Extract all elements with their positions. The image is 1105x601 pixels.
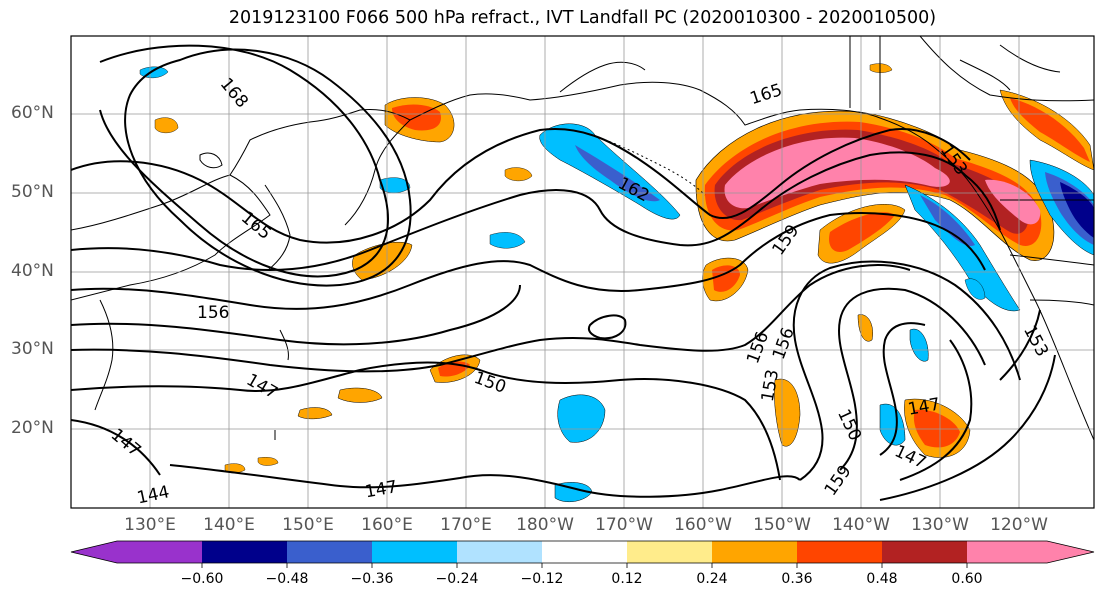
colorbar-tick-label: 0.60	[951, 571, 983, 587]
colorbar-tick-label: 0.12	[611, 571, 643, 587]
lon-label: 140°E	[203, 515, 255, 535]
colorbar-swatch	[287, 541, 372, 563]
map-title: 2019123100 F066 500 hPa refract., IVT La…	[228, 8, 937, 28]
lon-label: 150°E	[282, 515, 334, 535]
colorbar-swatch	[117, 541, 202, 563]
lon-label: 130°E	[124, 515, 176, 535]
lon-label: 160°E	[361, 515, 413, 535]
colorbar-swatch	[712, 541, 797, 563]
colorbar-swatch	[542, 541, 627, 563]
lat-label-30n: 30°N	[11, 339, 54, 359]
colorbar-swatch	[202, 541, 287, 563]
lon-label: 170°W	[595, 515, 653, 535]
colorbar-swatch	[1047, 541, 1094, 563]
colorbar-tick-label: −0.48	[265, 571, 309, 587]
map-frame	[70, 35, 1095, 509]
lon-label: 120°W	[990, 515, 1048, 535]
colorbar-tick-label: −0.24	[435, 571, 479, 587]
lon-label: 150°W	[753, 515, 811, 535]
lon-label: 170°E	[440, 515, 492, 535]
lat-label-20n: 20°N	[11, 418, 54, 438]
colorbar-tick-label: −0.60	[180, 571, 224, 587]
colorbar-swatch	[797, 541, 882, 563]
colorbar-swatch	[372, 541, 457, 563]
lon-label: 160°W	[674, 515, 732, 535]
colorbar-tick-label: 0.48	[866, 571, 898, 587]
colorbar-outline	[70, 540, 1095, 564]
contours	[71, 44, 1056, 501]
contour-label: 156	[197, 303, 229, 323]
colorbar-swatch	[627, 541, 712, 563]
colorbar-swatch	[457, 541, 542, 563]
lat-label-50n: 50°N	[11, 182, 54, 202]
colorbar-swatch	[967, 541, 1047, 563]
colorbar-ticks	[201, 563, 968, 568]
coastlines	[71, 36, 1094, 441]
colorbar-tick-label: 0.24	[696, 571, 728, 587]
colorbar-tick-label: −0.12	[520, 571, 564, 587]
lat-label-40n: 40°N	[11, 261, 54, 281]
lon-label: 140°W	[832, 515, 890, 535]
lon-label: 180°W	[516, 515, 574, 535]
colorbar-swatch	[71, 541, 117, 563]
colorbar	[70, 540, 1095, 568]
colorbar-swatch	[882, 541, 967, 563]
lon-label: 130°W	[911, 515, 969, 535]
lat-label-60n: 60°N	[11, 103, 54, 123]
colorbar-tick-label: 0.36	[781, 571, 813, 587]
colorbar-tick-label: −0.36	[350, 571, 394, 587]
